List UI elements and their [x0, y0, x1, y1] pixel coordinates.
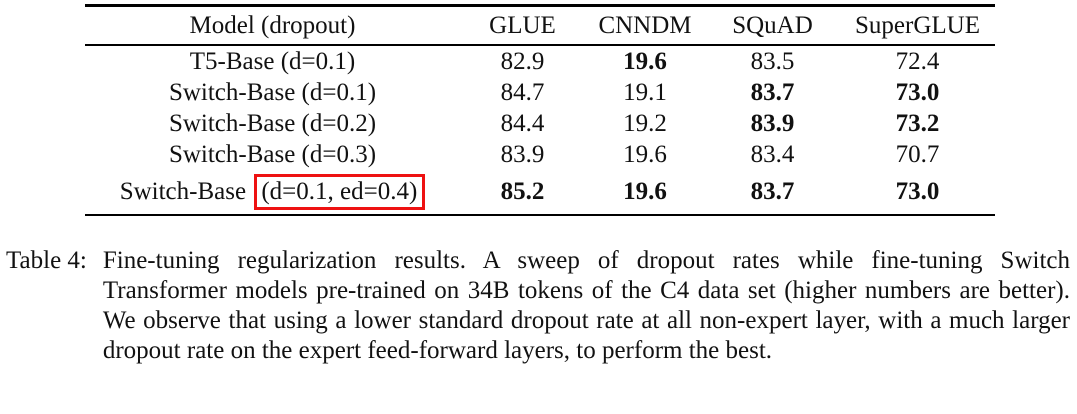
- value-cell: 19.6: [623, 178, 667, 205]
- results-table: Model (dropout) GLUE CNNDM SQuAD SuperGLUE T…: [85, 4, 995, 216]
- model-cell: Switch-Base (d=0.2): [168, 109, 377, 137]
- value-cell: 19.6: [623, 47, 667, 75]
- model-cell: T5-Base (d=0.1): [189, 47, 356, 75]
- value-cell: 83.4: [750, 140, 795, 168]
- table-row: Switch-Base (d=0.1, ed=0.4) 85.2 19.6 83.7 7…: [85, 170, 995, 215]
- value-cell: 73.0: [895, 178, 940, 205]
- value-cell: 83.7: [750, 178, 795, 205]
- value-cell: 83.7: [750, 78, 795, 106]
- value-cell: 83.9: [750, 109, 795, 137]
- value-cell: 73.0: [895, 78, 940, 106]
- table-row: Switch-Base (d=0.3) 83.9 19.6 83.4 70.7: [85, 139, 995, 170]
- column-header-superglue: SuperGLUE: [840, 5, 995, 46]
- table-row: Switch-Base (d=0.2) 84.4 19.2 83.9 73.2: [85, 108, 995, 139]
- header-row: Model (dropout) GLUE CNNDM SQuAD SuperGLUE: [85, 5, 995, 46]
- value-cell: 19.6: [623, 140, 667, 168]
- value-cell: 84.4: [500, 109, 545, 137]
- value-cell: 19.1: [623, 78, 667, 106]
- highlight-box: (d=0.1, ed=0.4): [254, 173, 426, 211]
- caption-label: Table 4:: [6, 247, 87, 274]
- column-header-model-dropout: Model (dropout): [85, 5, 460, 46]
- model-cell: Switch-Base (d=0.1): [168, 78, 377, 106]
- column-header-glue: GLUE: [460, 5, 585, 46]
- table-header: Model (dropout) GLUE CNNDM SQuAD SuperGLUE: [85, 5, 995, 46]
- value-cell: 19.2: [623, 109, 667, 137]
- model-cell: Switch-Base (d=0.3): [168, 140, 377, 168]
- value-cell: 72.4: [895, 47, 940, 75]
- value-cell: 85.2: [500, 178, 545, 205]
- model-name: Switch-Base: [119, 177, 253, 205]
- value-cell: 82.9: [500, 47, 545, 75]
- table-body: T5-Base (d=0.1) 82.9 19.6 83.5 72.4 Switch-Ba…: [85, 45, 995, 215]
- table-caption: Table 4: Fine-tuning regularization resu…: [6, 246, 1070, 366]
- value-cell: 83.5: [750, 47, 795, 75]
- caption-text: Fine-tuning regularization results. A sw…: [102, 247, 1070, 364]
- table-row: Switch-Base (d=0.1) 84.7 19.1 83.7 73.0: [85, 77, 995, 108]
- column-header-squad: SQuAD: [705, 5, 840, 46]
- table-row: T5-Base (d=0.1) 82.9 19.6 83.5 72.4: [85, 45, 995, 77]
- column-header-cnndm: CNNDM: [585, 5, 705, 46]
- value-cell: 73.2: [895, 109, 940, 137]
- value-cell: 70.7: [895, 140, 940, 168]
- value-cell: 83.9: [500, 140, 545, 168]
- value-cell: 84.7: [500, 78, 545, 106]
- model-cell: Switch-Base (d=0.1, ed=0.4): [85, 170, 460, 215]
